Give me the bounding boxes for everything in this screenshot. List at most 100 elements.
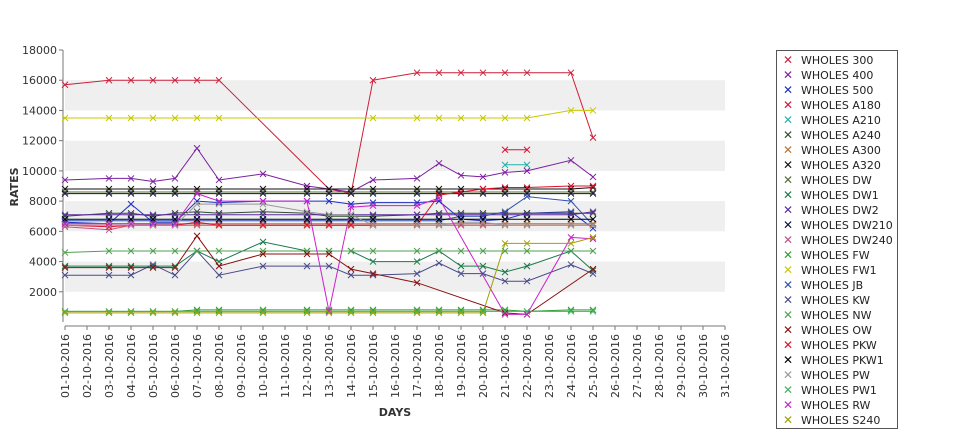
data-point [171, 308, 179, 315]
data-point [369, 114, 377, 122]
data-point [567, 197, 575, 205]
x-tick-label: 01-10-2016 [59, 334, 72, 398]
legend-marker-icon: ✕ [782, 68, 794, 82]
data-point [347, 308, 355, 315]
y-tick-label: 10000 [22, 165, 57, 178]
x-axis-title: DAYS [379, 406, 412, 419]
data-point [369, 188, 377, 196]
data-point [501, 277, 509, 285]
data-point [325, 306, 333, 314]
data-point [171, 262, 179, 270]
data-point [457, 212, 465, 220]
data-point [501, 240, 509, 247]
x-tick-label: 21-10-2016 [499, 334, 512, 398]
data-point [215, 262, 223, 270]
data-point [589, 308, 597, 315]
legend-label: WHOLES DW240 [801, 234, 893, 247]
data-point [567, 234, 575, 241]
data-point [589, 247, 597, 255]
data-point [215, 114, 223, 122]
data-point [303, 209, 311, 217]
x-tick-label: 15-10-2016 [367, 334, 380, 398]
legend-item: ✕ WHOLES DW210 [777, 218, 897, 233]
data-point [479, 185, 487, 193]
data-point [105, 175, 113, 182]
data-point [259, 306, 267, 314]
data-point [127, 175, 135, 182]
data-point [501, 169, 509, 176]
data-point [303, 197, 311, 205]
data-point [479, 215, 487, 223]
x-tick-label: 19-10-2016 [455, 334, 468, 398]
data-point [215, 176, 223, 184]
series-line [64, 147, 594, 193]
data-point [215, 209, 223, 217]
data-point [171, 247, 179, 255]
data-point [501, 309, 509, 317]
data-point [523, 146, 531, 154]
data-point [523, 193, 531, 200]
x-tick-label: 18-10-2016 [433, 334, 446, 398]
data-point [149, 220, 157, 228]
data-point [567, 221, 575, 229]
data-point [303, 262, 311, 270]
data-point [325, 188, 333, 196]
data-point [523, 184, 531, 191]
data-point [523, 240, 531, 247]
data-point [589, 173, 597, 181]
data-point [567, 247, 575, 255]
data-point [259, 262, 267, 270]
data-point [193, 200, 201, 208]
data-point [589, 267, 597, 274]
legend-marker-icon: ✕ [782, 53, 794, 67]
series-lines [64, 72, 594, 315]
grid-band [65, 80, 725, 111]
data-point [149, 308, 157, 315]
y-tick-label: 6000 [29, 225, 57, 238]
series-line [65, 196, 594, 226]
data-point [457, 114, 465, 122]
legend-marker-icon: ✕ [782, 113, 794, 127]
data-point [193, 309, 201, 317]
data-point [523, 221, 531, 229]
y-tick-label: 16000 [22, 74, 57, 87]
data-point [567, 261, 575, 268]
legend-label: WHOLES DW1 [801, 189, 879, 202]
data-point [171, 220, 179, 228]
data-point [127, 308, 135, 315]
data-point [325, 309, 333, 317]
data-point [589, 107, 597, 114]
legend-item: ✕ WHOLES A300 [777, 143, 897, 158]
x-tick-label: 10-10-2016 [257, 334, 270, 398]
x-tick-label: 22-10-2016 [521, 334, 534, 398]
data-point [479, 209, 487, 217]
data-point [567, 69, 575, 77]
data-point [149, 218, 157, 226]
data-point [413, 215, 421, 223]
data-point [193, 208, 201, 216]
legend-label: WHOLES DW [801, 174, 872, 187]
data-point [413, 175, 421, 182]
data-point [215, 197, 223, 205]
legend-label: WHOLES KW [801, 294, 871, 307]
data-point [413, 202, 421, 209]
data-point [193, 76, 201, 84]
data-point [127, 209, 135, 217]
data-point [259, 238, 267, 246]
x-tick-label: 06-10-2016 [169, 334, 182, 398]
data-point [171, 76, 179, 84]
series-line [65, 109, 593, 119]
legend-item: ✕ WHOLES PW [777, 368, 897, 383]
data-point [215, 306, 223, 314]
x-tick-label: 28-10-2016 [653, 334, 666, 398]
data-point [105, 308, 113, 315]
data-point [127, 190, 135, 197]
data-point [259, 197, 267, 205]
data-point [413, 306, 421, 314]
data-point [193, 308, 201, 315]
data-point [589, 215, 597, 223]
data-point [435, 159, 443, 167]
data-point [215, 200, 223, 208]
legend-marker-icon: ✕ [782, 158, 794, 172]
x-tick-label: 29-10-2016 [675, 334, 688, 398]
